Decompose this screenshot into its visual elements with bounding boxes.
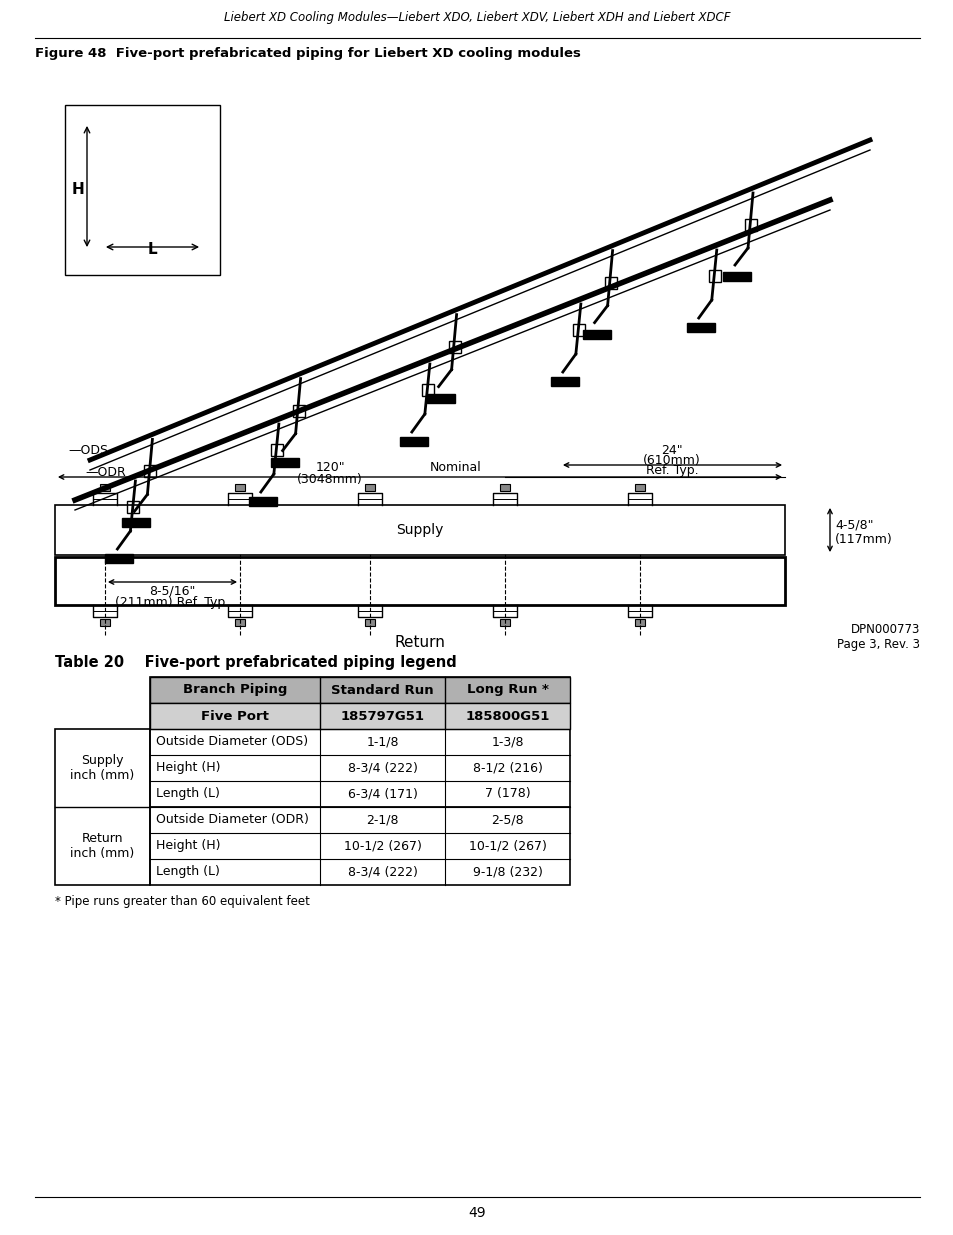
Bar <box>499 484 510 492</box>
Bar <box>572 324 584 336</box>
Bar <box>55 505 784 555</box>
Bar <box>365 619 375 626</box>
Bar <box>150 677 569 703</box>
Text: 7 (178): 7 (178) <box>484 788 530 800</box>
Text: Outside Diameter (ODS): Outside Diameter (ODS) <box>156 736 308 748</box>
Bar <box>604 277 616 289</box>
Bar <box>421 384 434 396</box>
Text: 10-1/2 (267): 10-1/2 (267) <box>343 840 421 852</box>
Bar <box>65 105 220 275</box>
Bar <box>448 341 460 353</box>
Text: Height (H): Height (H) <box>156 840 220 852</box>
Text: —ODS: —ODS <box>68 443 108 457</box>
Text: 120": 120" <box>314 461 344 474</box>
Text: 8-5/16": 8-5/16" <box>150 585 195 598</box>
Bar <box>708 270 720 282</box>
Text: Length (L): Length (L) <box>156 788 219 800</box>
Text: 6-3/4 (171): 6-3/4 (171) <box>347 788 417 800</box>
Text: DPN000773
Page 3, Rev. 3: DPN000773 Page 3, Rev. 3 <box>836 622 919 651</box>
Text: Supply
inch (mm): Supply inch (mm) <box>71 755 134 782</box>
Bar <box>234 484 245 492</box>
Text: 8-3/4 (222): 8-3/4 (222) <box>347 866 417 878</box>
Bar <box>635 484 644 492</box>
Bar <box>582 330 610 338</box>
Text: (3048mm): (3048mm) <box>296 473 362 487</box>
Bar <box>55 557 784 605</box>
Text: 2-5/8: 2-5/8 <box>491 814 523 826</box>
Text: L: L <box>148 242 157 257</box>
Text: * Pipe runs greater than 60 equivalent feet: * Pipe runs greater than 60 equivalent f… <box>55 895 310 908</box>
Text: Return: Return <box>395 635 445 650</box>
Text: 49: 49 <box>468 1207 485 1220</box>
Text: 8-1/2 (216): 8-1/2 (216) <box>472 762 542 774</box>
Bar <box>635 619 644 626</box>
Bar <box>150 677 569 885</box>
Text: Length (L): Length (L) <box>156 866 219 878</box>
Text: Supply: Supply <box>395 522 443 537</box>
Text: Figure 48  Five-port prefabricated piping for Liebert XD cooling modules: Figure 48 Five-port prefabricated piping… <box>35 47 580 59</box>
Bar <box>365 484 375 492</box>
Bar <box>271 445 282 456</box>
Bar <box>399 437 427 446</box>
Bar <box>55 729 150 885</box>
Bar <box>249 496 276 506</box>
Text: Liebert XD Cooling Modules—Liebert XDO, Liebert XDV, Liebert XDH and Liebert XDC: Liebert XD Cooling Modules—Liebert XDO, … <box>224 11 729 23</box>
Bar <box>234 619 245 626</box>
Bar <box>293 405 304 416</box>
Text: Branch Piping: Branch Piping <box>183 683 287 697</box>
Bar <box>105 555 133 563</box>
Bar <box>144 466 156 478</box>
Bar <box>722 272 750 282</box>
Text: 24": 24" <box>660 445 682 457</box>
Text: 2-1/8: 2-1/8 <box>366 814 398 826</box>
Text: —ODR: —ODR <box>85 467 126 479</box>
Bar <box>128 501 139 513</box>
Bar <box>499 619 510 626</box>
Text: (610mm): (610mm) <box>642 454 700 467</box>
Bar <box>150 703 569 729</box>
Text: Height (H): Height (H) <box>156 762 220 774</box>
Bar <box>744 219 757 231</box>
Bar <box>271 458 298 467</box>
Text: 1-3/8: 1-3/8 <box>491 736 523 748</box>
Text: Return
inch (mm): Return inch (mm) <box>71 832 134 860</box>
Text: 4-5/8": 4-5/8" <box>834 519 873 531</box>
Bar <box>122 519 151 527</box>
Text: Outside Diameter (ODR): Outside Diameter (ODR) <box>156 814 309 826</box>
Text: (117mm): (117mm) <box>834 532 892 546</box>
Text: 185797G51: 185797G51 <box>340 709 424 722</box>
Text: Five Port: Five Port <box>201 709 269 722</box>
Text: Ref. Typ.: Ref. Typ. <box>645 464 698 477</box>
Bar <box>100 619 110 626</box>
Bar <box>100 484 110 492</box>
Text: 8-3/4 (222): 8-3/4 (222) <box>347 762 417 774</box>
Text: Standard Run: Standard Run <box>331 683 434 697</box>
Bar <box>426 394 455 403</box>
Text: H: H <box>71 183 84 198</box>
Text: Long Run *: Long Run * <box>466 683 548 697</box>
Text: 10-1/2 (267): 10-1/2 (267) <box>468 840 546 852</box>
Text: Table 20    Five-port prefabricated piping legend: Table 20 Five-port prefabricated piping … <box>55 655 456 671</box>
Text: 185800G51: 185800G51 <box>465 709 549 722</box>
Bar <box>550 377 578 387</box>
Bar <box>686 324 714 332</box>
Text: 1-1/8: 1-1/8 <box>366 736 398 748</box>
Text: Nominal: Nominal <box>430 461 481 474</box>
Text: 9-1/8 (232): 9-1/8 (232) <box>472 866 542 878</box>
Text: (211mm) Ref. Typ.: (211mm) Ref. Typ. <box>115 597 230 609</box>
